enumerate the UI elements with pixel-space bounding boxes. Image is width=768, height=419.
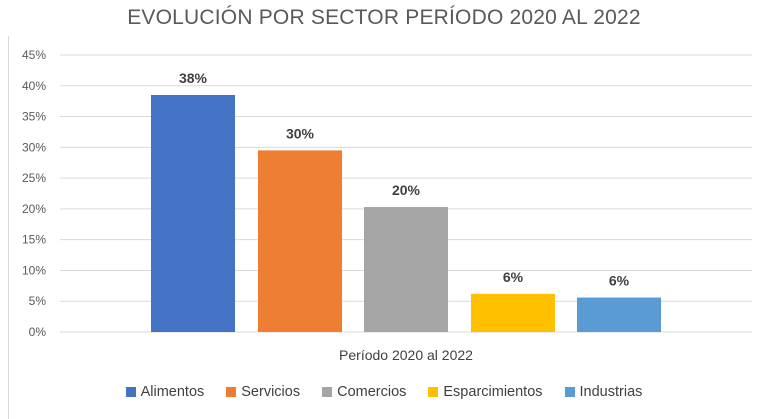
chart-title: EVOLUCIÓN POR SECTOR PERÍODO 2020 AL 202… [127, 6, 641, 29]
legend-item-esparcimientos: Esparcimientos [428, 384, 543, 400]
bar-comercios [364, 207, 448, 332]
data-label-alimentos: 38% [179, 70, 208, 86]
legend-label: Comercios [337, 384, 407, 400]
data-label-industrias: 6% [609, 273, 630, 289]
x-axis-label: Período 2020 al 2022 [339, 347, 473, 363]
chart-legend: Alimentos Servicios Comercios Esparcimiento… [0, 384, 768, 400]
y-tick-label: 30% [22, 140, 46, 154]
legend-item-servicios: Servicios [226, 384, 300, 400]
y-tick-label: 20% [22, 202, 46, 216]
legend-label: Industrias [579, 384, 643, 400]
y-tick-label: 40% [22, 79, 46, 93]
y-tick-label: 15% [22, 233, 46, 247]
legend-label: Alimentos [140, 384, 205, 400]
y-tick-label: 10% [22, 263, 46, 277]
left-border [8, 36, 9, 419]
legend-label: Servicios [241, 384, 301, 400]
bar-esparcimientos [471, 293, 555, 332]
y-tick-label: 35% [22, 110, 46, 124]
legend-swatch [125, 387, 136, 397]
legend-item-alimentos: Alimentos [125, 384, 205, 400]
bar-industrias [577, 297, 661, 332]
legend-item-industrias: Industrias [564, 384, 643, 400]
y-tick-label: 0% [29, 325, 47, 339]
data-label-esparcimientos: 6% [503, 269, 524, 285]
y-tick-label: 5% [29, 294, 47, 308]
legend-swatch [322, 387, 333, 397]
legend-item-comercios: Comercios [322, 384, 406, 400]
data-label-comercios: 20% [392, 182, 421, 198]
legend-swatch [428, 387, 439, 397]
data-label-servicios: 30% [286, 125, 315, 141]
legend-label: Esparcimientos [443, 384, 543, 400]
legend-swatch [226, 387, 237, 397]
bar-alimentos [151, 95, 235, 332]
bar-servicios [258, 150, 342, 332]
y-tick-label: 25% [22, 171, 46, 185]
legend-swatch [564, 387, 575, 397]
y-tick-label: 45% [22, 48, 46, 62]
